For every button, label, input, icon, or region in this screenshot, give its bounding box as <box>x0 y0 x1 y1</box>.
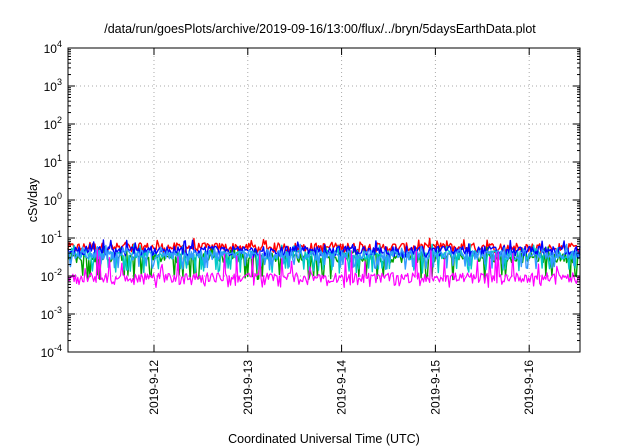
y-tick-label: 102 <box>44 115 62 132</box>
y-tick-label: 104 <box>44 39 62 56</box>
y-tick-label: 10-1 <box>41 229 62 246</box>
grid <box>68 48 580 352</box>
series-layer <box>67 237 581 288</box>
y-tick-label: 10-2 <box>41 267 62 284</box>
series-line <box>67 249 581 288</box>
y-axis-label: cSv/day <box>26 177 40 222</box>
chart-title: /data/run/goesPlots/archive/2019-09-16/1… <box>104 22 536 36</box>
y-tick-label: 10-3 <box>41 305 62 322</box>
y-tick-label: 103 <box>44 77 62 94</box>
series-line <box>67 237 581 254</box>
x-tick-label: 2019-9-14 <box>335 360 349 415</box>
x-tick-label: 2019-9-12 <box>147 360 161 415</box>
series-line <box>67 239 581 259</box>
x-tick-label: 2019-9-16 <box>522 360 536 415</box>
ticks: 10-4 10-3 10-2 10-1 100 101 102 103 104 2019-9-12… <box>41 39 580 415</box>
x-tick-label: 2019-9-15 <box>428 360 442 415</box>
x-tick-label: 2019-9-13 <box>241 360 255 415</box>
y-tick-label: 100 <box>44 191 62 208</box>
y-tick-label: 101 <box>44 153 62 170</box>
y-tick-label: 10-4 <box>41 343 62 360</box>
series-line <box>67 243 581 270</box>
x-axis-label: Coordinated Universal Time (UTC) <box>228 432 420 446</box>
